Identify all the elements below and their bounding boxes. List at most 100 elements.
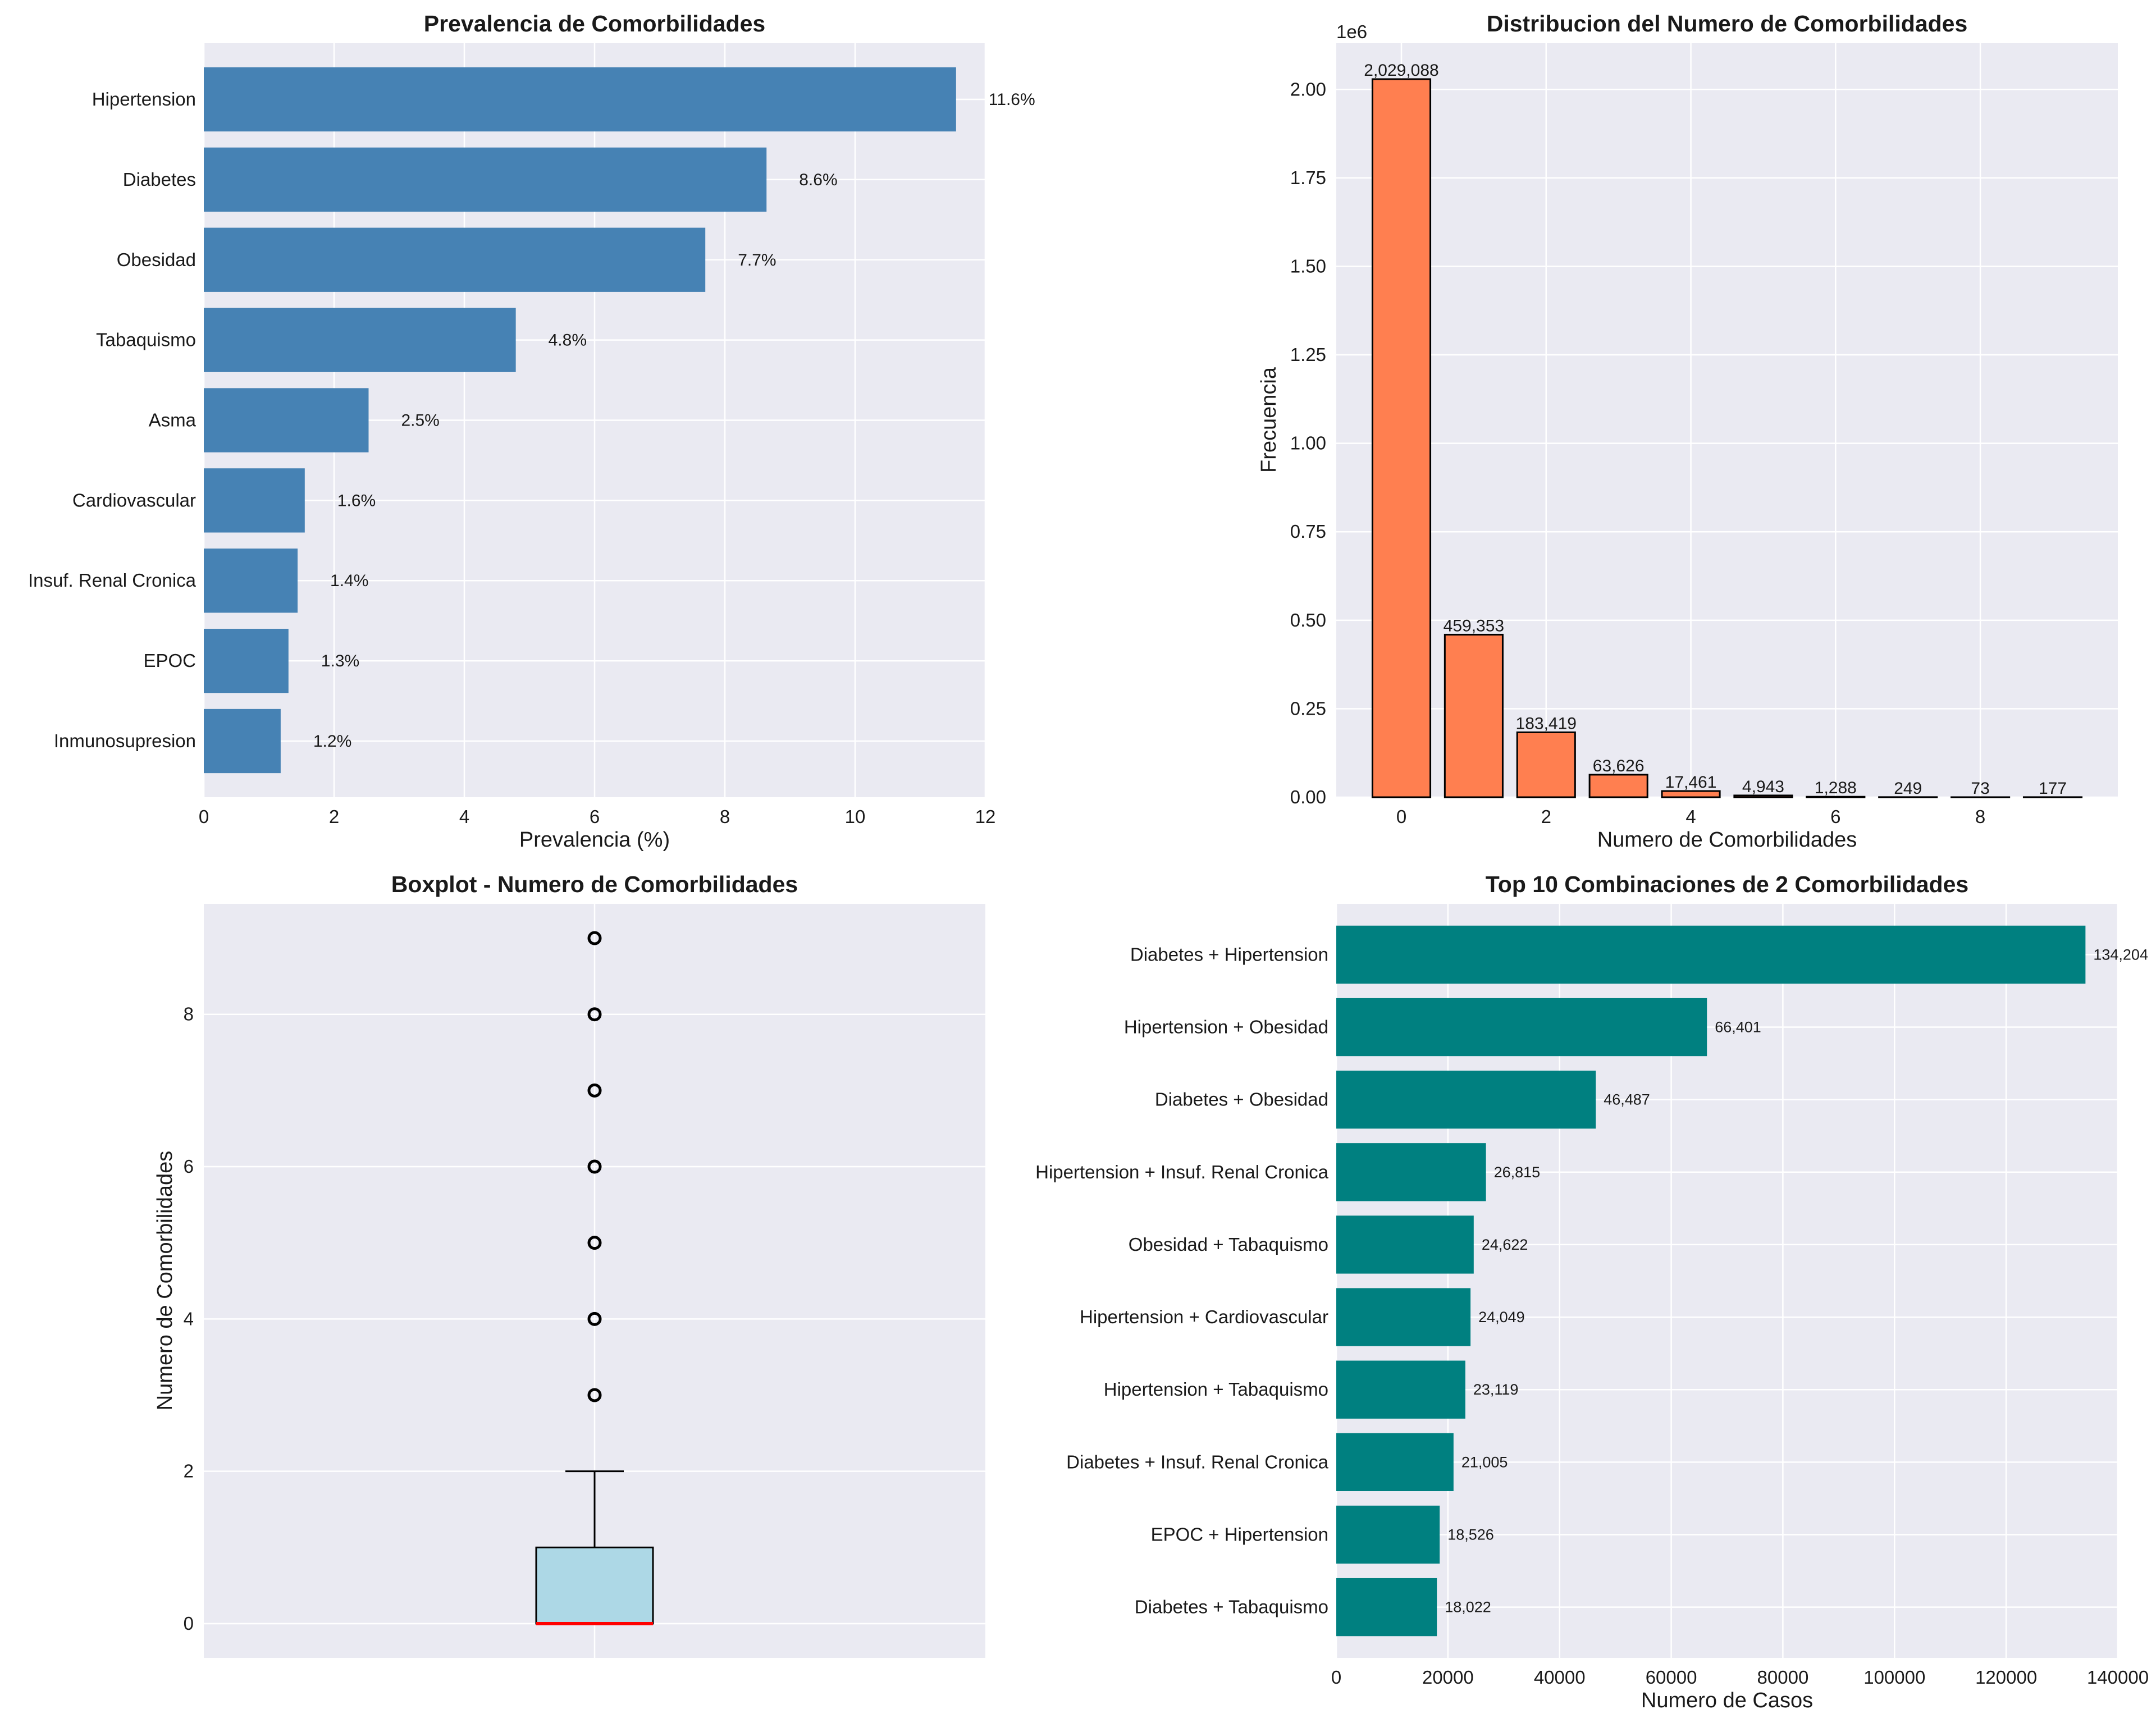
prevalence-x-tick-label: 4 bbox=[459, 806, 469, 827]
prevalence-bar bbox=[204, 549, 298, 613]
distribution-x-tick-label: 2 bbox=[1541, 806, 1551, 827]
boxplot-outlier-point bbox=[587, 1007, 602, 1022]
boxplot-outlier-point bbox=[587, 1388, 602, 1402]
prevalence-bar bbox=[204, 147, 767, 212]
prevalence-value-label: 1.3% bbox=[321, 652, 359, 670]
combinations-value-label: 134,204 bbox=[2093, 946, 2148, 963]
combinations-value-label: 23,119 bbox=[1473, 1381, 1519, 1398]
combinations-bar bbox=[1336, 1288, 1471, 1346]
prevalence-category-label: Obesidad bbox=[117, 249, 196, 270]
combinations-x-tick-label: 100000 bbox=[1863, 1667, 1925, 1688]
combinations-x-tick-label: 80000 bbox=[1757, 1667, 1809, 1688]
distribution-value-label: 183,419 bbox=[1516, 714, 1577, 733]
combinations-bar bbox=[1336, 1433, 1454, 1491]
combinations-category-label: Hipertension + Obesidad bbox=[1124, 1017, 1328, 1038]
distribution-y-axis-label: Frecuencia bbox=[1257, 367, 1281, 473]
distribution-y-tick-label: 1.75 bbox=[1290, 167, 1326, 188]
combinations-bar bbox=[1336, 925, 2086, 984]
combinations-category-label: Diabetes + Insuf. Renal Cronica bbox=[1066, 1451, 1328, 1472]
prevalence-bar bbox=[204, 388, 369, 453]
distribution-x-tick-label: 6 bbox=[1830, 806, 1840, 827]
combinations-category-label: Diabetes + Tabaquismo bbox=[1135, 1597, 1328, 1617]
prevalence-value-label: 11.6% bbox=[989, 90, 1035, 109]
prevalence-category-label: Inmunosupresion bbox=[54, 730, 196, 751]
distribution-y-tick-label: 0.25 bbox=[1290, 698, 1326, 719]
combinations-bar bbox=[1336, 998, 1707, 1057]
boxplot-y-tick-label: 2 bbox=[184, 1461, 194, 1482]
boxplot-outlier-point bbox=[587, 931, 602, 945]
combinations-category-label: Hipertension + Insuf. Renal Cronica bbox=[1035, 1162, 1329, 1182]
distribution-bar bbox=[1733, 794, 1793, 798]
combinations-chart: 0 20000 40000 60000 80000 100000 120000 140000 D… bbox=[1035, 871, 2149, 1712]
prevalence-x-tick-label: 2 bbox=[329, 806, 339, 827]
distribution-value-label: 17,461 bbox=[1665, 773, 1717, 792]
prevalence-category-label: Diabetes bbox=[123, 169, 196, 190]
distribution-value-label: 63,626 bbox=[1593, 757, 1645, 775]
prevalence-x-tick-label: 12 bbox=[975, 806, 996, 827]
prevalence-bar bbox=[204, 628, 289, 693]
combinations-x-tick-label: 60000 bbox=[1646, 1667, 1697, 1688]
distribution-y-tick-label: 1.25 bbox=[1290, 344, 1326, 365]
distribution-value-label: 2,029,088 bbox=[1364, 61, 1438, 80]
prevalence-value-label: 8.6% bbox=[799, 171, 837, 189]
combinations-bar bbox=[1336, 1071, 1596, 1129]
prevalence-category-label: Insuf. Renal Cronica bbox=[28, 570, 197, 591]
combinations-value-label: 26,815 bbox=[1494, 1164, 1541, 1181]
combinations-value-label: 24,622 bbox=[1482, 1236, 1528, 1253]
combinations-x-axis-label: Numero de Casos bbox=[1641, 1689, 1813, 1712]
distribution-bar bbox=[1371, 78, 1432, 798]
combinations-title: Top 10 Combinaciones de 2 Comorbilidades bbox=[1486, 871, 1968, 897]
combinations-bar bbox=[1336, 1505, 1440, 1564]
distribution-bar bbox=[1444, 633, 1504, 798]
distribution-value-label: 1,288 bbox=[1815, 779, 1857, 797]
prevalence-value-label: 1.6% bbox=[337, 491, 376, 510]
distribution-value-label: 4,943 bbox=[1742, 778, 1784, 796]
prevalence-x-tick-label: 0 bbox=[199, 806, 209, 827]
distribution-bar bbox=[1661, 790, 1721, 798]
prevalence-category-label: Tabaquismo bbox=[96, 330, 196, 350]
prevalence-x-axis-label: Prevalencia (%) bbox=[519, 828, 670, 852]
distribution-bar bbox=[1516, 731, 1576, 798]
distribution-title: Distribucion del Numero de Comorbilidade… bbox=[1487, 11, 1968, 36]
combinations-category-label: Hipertension + Cardiovascular bbox=[1080, 1306, 1328, 1327]
distribution-value-label: 73 bbox=[1971, 779, 1989, 798]
prevalence-category-label: Cardiovascular bbox=[72, 490, 196, 510]
prevalence-category-label: Asma bbox=[149, 410, 197, 431]
boxplot-y-tick-label: 6 bbox=[184, 1156, 194, 1177]
combinations-category-label: Diabetes + Hipertension bbox=[1130, 944, 1328, 965]
boxplot-y-tick-label: 8 bbox=[184, 1004, 194, 1025]
combinations-x-tick-label: 20000 bbox=[1422, 1667, 1474, 1688]
prevalence-value-label: 1.2% bbox=[313, 732, 351, 751]
distribution-x-tick-label: 8 bbox=[1975, 806, 1985, 827]
distribution-value-label: 177 bbox=[2039, 779, 2067, 798]
boxplot-title: Boxplot - Numero de Comorbilidades bbox=[391, 871, 798, 897]
combinations-category-label: Diabetes + Obesidad bbox=[1155, 1089, 1328, 1110]
prevalence-title: Prevalencia de Comorbilidades bbox=[424, 11, 765, 36]
distribution-value-label: 249 bbox=[1894, 779, 1922, 798]
prevalence-value-label: 2.5% bbox=[401, 412, 439, 430]
combinations-category-label: Obesidad + Tabaquismo bbox=[1129, 1234, 1328, 1255]
combinations-value-label: 66,401 bbox=[1715, 1019, 1761, 1036]
boxplot-y-tick-label: 0 bbox=[184, 1613, 194, 1634]
prevalence-chart: 0 2 4 6 8 10 12 Hipertension 11.6% Diabetes 8.6% Ob… bbox=[28, 11, 1035, 852]
combinations-value-label: 18,526 bbox=[1447, 1526, 1494, 1543]
boxplot-chart: 0 2 4 6 8 Boxplot - Numero de Comorbilidades… bbox=[153, 871, 985, 1658]
distribution-x-tick-label: 4 bbox=[1685, 806, 1696, 827]
combinations-x-tick-label: 40000 bbox=[1534, 1667, 1586, 1688]
distribution-y-tick-label: 2.00 bbox=[1290, 79, 1326, 99]
combinations-category-label: Hipertension + Tabaquismo bbox=[1104, 1379, 1328, 1400]
combinations-bar bbox=[1336, 1143, 1486, 1201]
combinations-category-label: EPOC + Hipertension bbox=[1151, 1524, 1328, 1544]
prevalence-bar bbox=[204, 468, 305, 533]
combinations-value-label: 21,005 bbox=[1461, 1454, 1508, 1470]
combinations-x-tick-label: 0 bbox=[1331, 1667, 1341, 1688]
combinations-value-label: 24,049 bbox=[1478, 1309, 1525, 1326]
prevalence-value-label: 4.8% bbox=[549, 331, 587, 350]
boxplot-outlier-point bbox=[587, 1311, 602, 1326]
prevalence-value-label: 7.7% bbox=[738, 251, 776, 269]
boxplot-box bbox=[535, 1546, 654, 1625]
combinations-bar bbox=[1336, 1215, 1474, 1274]
combinations-value-label: 46,487 bbox=[1604, 1091, 1650, 1108]
prevalence-x-tick-label: 8 bbox=[720, 806, 730, 827]
